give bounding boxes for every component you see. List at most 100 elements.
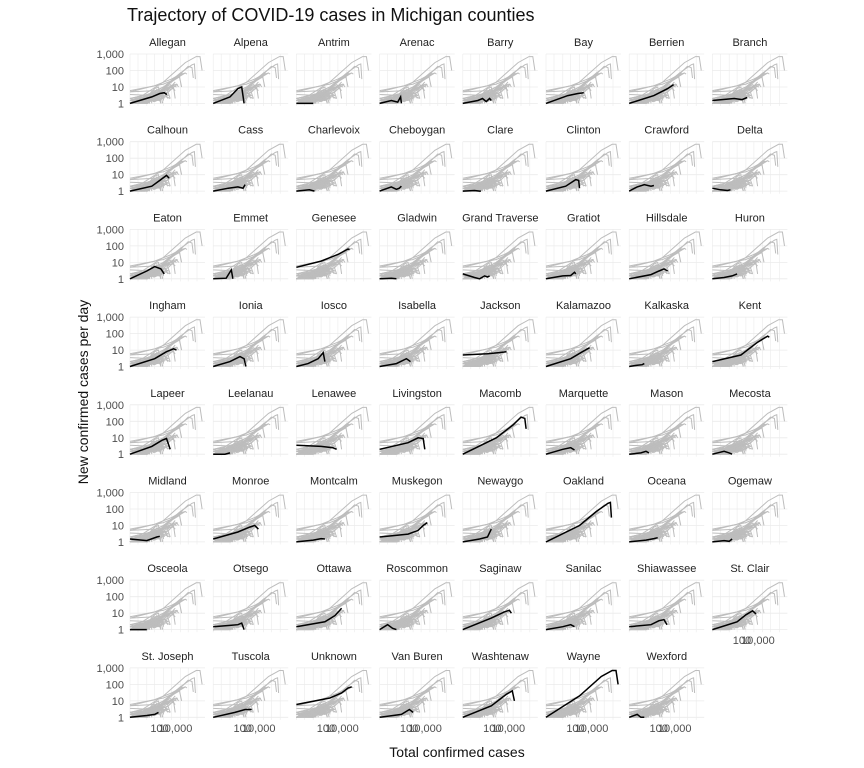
county-series-line	[379, 277, 397, 280]
background-series-line	[712, 259, 761, 275]
background-series-line	[129, 251, 183, 280]
facet-panel: Bay	[545, 37, 621, 106]
background-series-line	[212, 406, 286, 455]
background-series-line	[213, 533, 248, 543]
background-series-line	[379, 56, 453, 104]
background-series-line	[462, 501, 529, 543]
x-tick-label: 10,000	[741, 635, 775, 647]
x-tick-label: 10,000	[325, 723, 359, 735]
facet-panel: Isabella	[379, 300, 455, 370]
background-series-line	[545, 76, 599, 104]
y-tick-label: 1	[118, 186, 124, 198]
background-series-line	[629, 522, 678, 538]
background-series-line	[712, 346, 761, 363]
county-series-line	[129, 347, 177, 368]
y-tick-label: 1,000	[96, 575, 124, 587]
facet-panel: Huron	[712, 212, 788, 282]
background-series-line	[296, 270, 331, 280]
facet-label: Wayne	[567, 651, 601, 663]
background-series-line	[462, 259, 511, 275]
facet-label: Huron	[735, 212, 765, 224]
y-tick-label: 1	[118, 362, 124, 374]
background-series-line	[296, 275, 312, 280]
background-series-line	[462, 406, 536, 455]
facet-panel: Kalamazoo	[545, 300, 621, 370]
facet-label: Mecosta	[729, 388, 771, 400]
facet-panel: Barry	[462, 37, 538, 106]
background-series-line	[296, 413, 363, 455]
background-series-line	[129, 406, 203, 455]
facet-label: Kalamazoo	[556, 300, 611, 312]
background-series-line	[379, 63, 446, 104]
county-series-line	[379, 708, 414, 719]
facet-label: Tuscola	[232, 651, 271, 663]
background-series-line	[462, 697, 511, 713]
background-series-line	[712, 76, 765, 104]
facet-label: Washtenaw	[472, 651, 529, 663]
background-series-line	[379, 182, 414, 192]
background-series-line	[296, 522, 345, 538]
background-series-line	[296, 319, 369, 367]
background-series-line	[545, 708, 580, 718]
background-series-line	[296, 150, 363, 192]
background-series-line	[628, 231, 702, 280]
y-tick-label: 100	[106, 679, 124, 691]
background-series-line	[628, 56, 702, 104]
background-series-line	[129, 150, 196, 192]
facet-panel: Midland 1 10 100 1,000	[96, 476, 205, 549]
background-series-line	[712, 163, 765, 192]
y-tick-label: 10	[112, 170, 124, 182]
facet-label: Isabella	[398, 300, 437, 312]
background-series-line	[129, 589, 196, 631]
background-series-line	[379, 609, 428, 626]
background-series-line	[213, 339, 266, 367]
facet-panel: Sanilac	[545, 563, 621, 633]
facet-label: Otsego	[233, 563, 268, 575]
facet-label: Sanilac	[565, 563, 602, 575]
background-series-line	[129, 690, 183, 718]
background-series-line	[462, 319, 536, 367]
background-series-line	[712, 94, 747, 104]
facet-panel: Berrien	[628, 37, 705, 106]
background-series-line	[296, 589, 363, 631]
background-series-line	[379, 259, 428, 275]
background-series-line	[462, 150, 529, 192]
y-tick-label: 1	[118, 537, 124, 549]
county-series-line	[712, 335, 770, 363]
background-series-line	[296, 163, 349, 192]
background-series-line	[629, 251, 682, 280]
background-series-line	[129, 94, 164, 104]
county-series-line	[296, 189, 315, 192]
background-series-line	[379, 514, 432, 543]
background-series-line	[296, 171, 345, 187]
background-series-line	[462, 670, 536, 718]
background-series-line	[379, 538, 395, 543]
county-series-line	[379, 94, 403, 105]
background-series-line	[129, 494, 203, 543]
background-series-line	[545, 427, 599, 455]
background-series-line	[712, 358, 747, 367]
facet-label: Eaton	[153, 212, 182, 224]
facet-label: Delta	[737, 125, 764, 137]
background-series-line	[712, 83, 761, 99]
county-series-line	[629, 362, 645, 368]
background-series-line	[379, 326, 446, 367]
background-series-line	[213, 626, 229, 631]
background-series-line	[712, 99, 728, 104]
facet-panel: Kalkaska	[628, 300, 705, 370]
y-tick-label: 1	[118, 625, 124, 637]
background-series-line	[213, 83, 262, 99]
facet-label: Roscommon	[386, 563, 448, 575]
facet-label: Kent	[739, 300, 762, 312]
background-series-line	[129, 501, 196, 543]
background-series-line	[462, 251, 515, 280]
background-series-line	[712, 63, 779, 104]
background-series-line	[129, 697, 178, 713]
background-series-line	[379, 621, 414, 631]
background-series-line	[129, 621, 164, 631]
background-series-line	[545, 143, 619, 192]
y-tick-label: 1,000	[96, 663, 124, 675]
x-tick-label: 10,000	[491, 723, 525, 735]
background-series-line	[129, 143, 203, 192]
